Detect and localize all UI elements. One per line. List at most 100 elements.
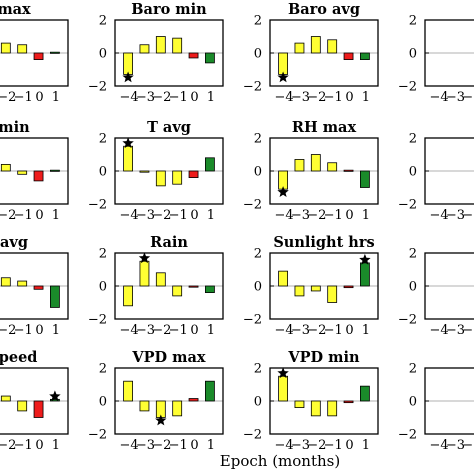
x-tick-label: −3 — [446, 438, 465, 453]
panel-title: T avg — [147, 119, 191, 136]
x-tick-label: −4 — [275, 208, 294, 223]
x-tick-label: −1 — [14, 208, 33, 223]
subplot: T avg−202−4−3−2−1 0 1 — [88, 119, 224, 223]
x-tick-label: 0 — [345, 208, 353, 223]
bar — [188, 285, 199, 288]
subplot: Baro avg−202−4−3−2−1 0 1 — [243, 1, 379, 105]
x-tick-label: 1 — [52, 208, 60, 223]
bar — [123, 380, 133, 402]
panel-title: speed — [0, 349, 37, 366]
bar — [50, 285, 60, 308]
x-tick-label: −4 — [430, 90, 449, 105]
x-tick-label: −2 — [462, 438, 474, 453]
bar — [188, 52, 199, 59]
x-tick-label: −1 — [169, 438, 188, 453]
bar — [50, 51, 60, 54]
y-tick-label: 0 — [99, 395, 107, 410]
x-tick-label: −1 — [324, 323, 343, 338]
x-tick-label: 0 — [345, 90, 353, 105]
x-tick-label: 0 — [35, 90, 43, 105]
x-tick-label: −2 — [152, 90, 171, 105]
x-tick-label: 1 — [362, 438, 370, 453]
y-tick-label: −2 — [88, 428, 107, 443]
x-tick-label: 1 — [362, 208, 370, 223]
significance-star — [49, 390, 61, 402]
bar — [0, 42, 11, 54]
x-tick-label: −1 — [169, 323, 188, 338]
bar — [205, 157, 215, 172]
bar — [310, 36, 321, 54]
bar — [33, 170, 44, 182]
bar — [360, 262, 370, 287]
subplot: VPD min−202−4−3−2−1 0 1 — [243, 349, 379, 453]
y-tick-label: 2 — [409, 14, 417, 29]
x-tick-label: −1 — [14, 90, 33, 105]
y-tick-label: −2 — [398, 313, 417, 328]
subplot: RH max−202−4−3−2−1 0 1 — [243, 119, 379, 223]
subplot: speed−4−3−2−101 — [0, 349, 69, 453]
bar — [343, 52, 354, 60]
y-tick-label: −2 — [88, 313, 107, 328]
panel-title: Sunlight hrs — [273, 234, 374, 251]
plot-frame — [0, 19, 69, 87]
x-tick-label: −4 — [120, 208, 139, 223]
bar — [205, 380, 215, 402]
subplot: −202−4−3−2−101 — [398, 247, 474, 338]
y-tick-label: 0 — [409, 280, 417, 295]
y-tick-label: 0 — [99, 47, 107, 62]
subplot: min−4−3−2−101 — [0, 119, 69, 223]
x-tick-label: 1 — [362, 323, 370, 338]
y-tick-label: 2 — [254, 247, 262, 262]
x-tick-label: −2 — [152, 208, 171, 223]
x-tick-label: −4 — [275, 323, 294, 338]
x-tick-label: −1 — [14, 323, 33, 338]
bar — [343, 400, 354, 404]
subplot: −202−4−3−2−101 — [398, 14, 474, 105]
y-tick-label: −2 — [398, 428, 417, 443]
bar — [294, 285, 305, 297]
bar — [33, 285, 44, 290]
bar — [278, 375, 288, 402]
x-tick-label: −4 — [430, 208, 449, 223]
significance-star — [155, 414, 167, 426]
x-tick-label: −2 — [462, 323, 474, 338]
bar — [17, 44, 28, 54]
y-tick-label: 0 — [409, 47, 417, 62]
bar — [0, 277, 11, 287]
panel-title: max — [0, 1, 31, 18]
bar — [139, 44, 150, 54]
x-tick-label: −2 — [307, 438, 326, 453]
x-tick-label: 0 — [35, 208, 43, 223]
x-tick-label: 0 — [190, 208, 198, 223]
y-tick-label: 2 — [254, 132, 262, 147]
y-tick-label: 2 — [99, 14, 107, 29]
bar — [327, 39, 338, 54]
bar — [139, 170, 150, 173]
x-tick-label: −1 — [169, 208, 188, 223]
x-tick-label: −3 — [136, 208, 155, 223]
plot-frame — [0, 367, 69, 435]
y-tick-label: −2 — [243, 198, 262, 213]
bar — [50, 169, 60, 172]
bar — [360, 385, 370, 402]
significance-star — [277, 186, 289, 197]
significance-star — [122, 71, 134, 83]
bar — [205, 285, 215, 293]
bar — [172, 400, 183, 417]
y-tick-label: 2 — [254, 14, 262, 29]
y-tick-label: 0 — [99, 165, 107, 180]
y-tick-label: 2 — [409, 247, 417, 262]
panel-title: Baro min — [131, 1, 207, 18]
y-tick-label: −2 — [398, 198, 417, 213]
bar — [278, 52, 288, 75]
x-tick-label: −1 — [324, 438, 343, 453]
y-tick-label: 2 — [99, 362, 107, 377]
x-tick-label: −2 — [307, 208, 326, 223]
y-tick-label: −2 — [243, 80, 262, 95]
bar — [278, 270, 288, 287]
panel-title: Rain — [150, 234, 188, 251]
x-tick-label: 1 — [207, 90, 215, 105]
y-tick-label: 2 — [409, 362, 417, 377]
bar — [123, 52, 133, 75]
